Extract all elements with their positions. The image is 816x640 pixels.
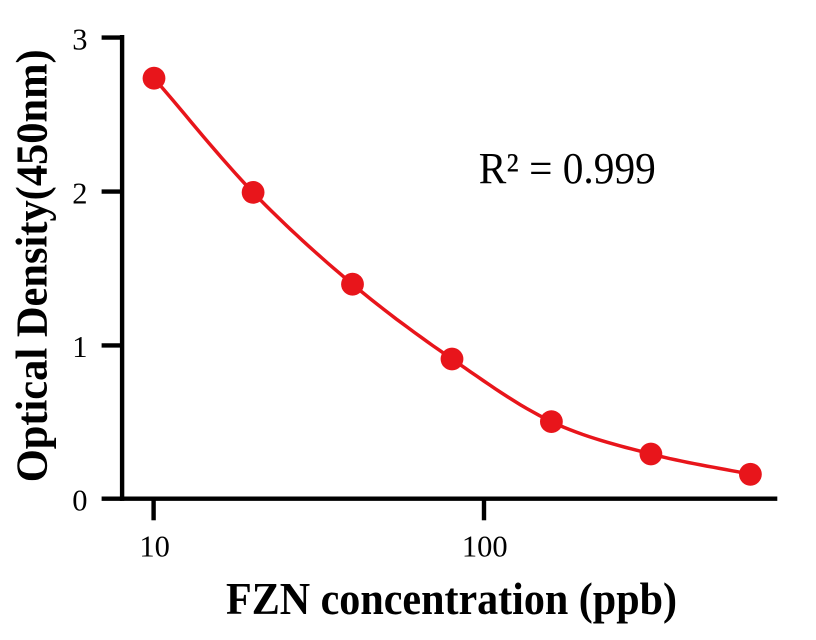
svg-text:0: 0 <box>72 483 87 517</box>
svg-text:100: 100 <box>462 530 508 564</box>
svg-text:3: 3 <box>72 22 87 56</box>
svg-text:R² = 0.999: R² = 0.999 <box>479 144 656 193</box>
svg-text:FZN concentration (ppb): FZN concentration (ppb) <box>226 573 677 624</box>
svg-text:Optical Density(450nm): Optical Density(450nm) <box>7 49 57 482</box>
svg-text:1: 1 <box>72 330 87 364</box>
svg-text:10: 10 <box>139 530 170 564</box>
svg-text:2: 2 <box>72 176 87 210</box>
